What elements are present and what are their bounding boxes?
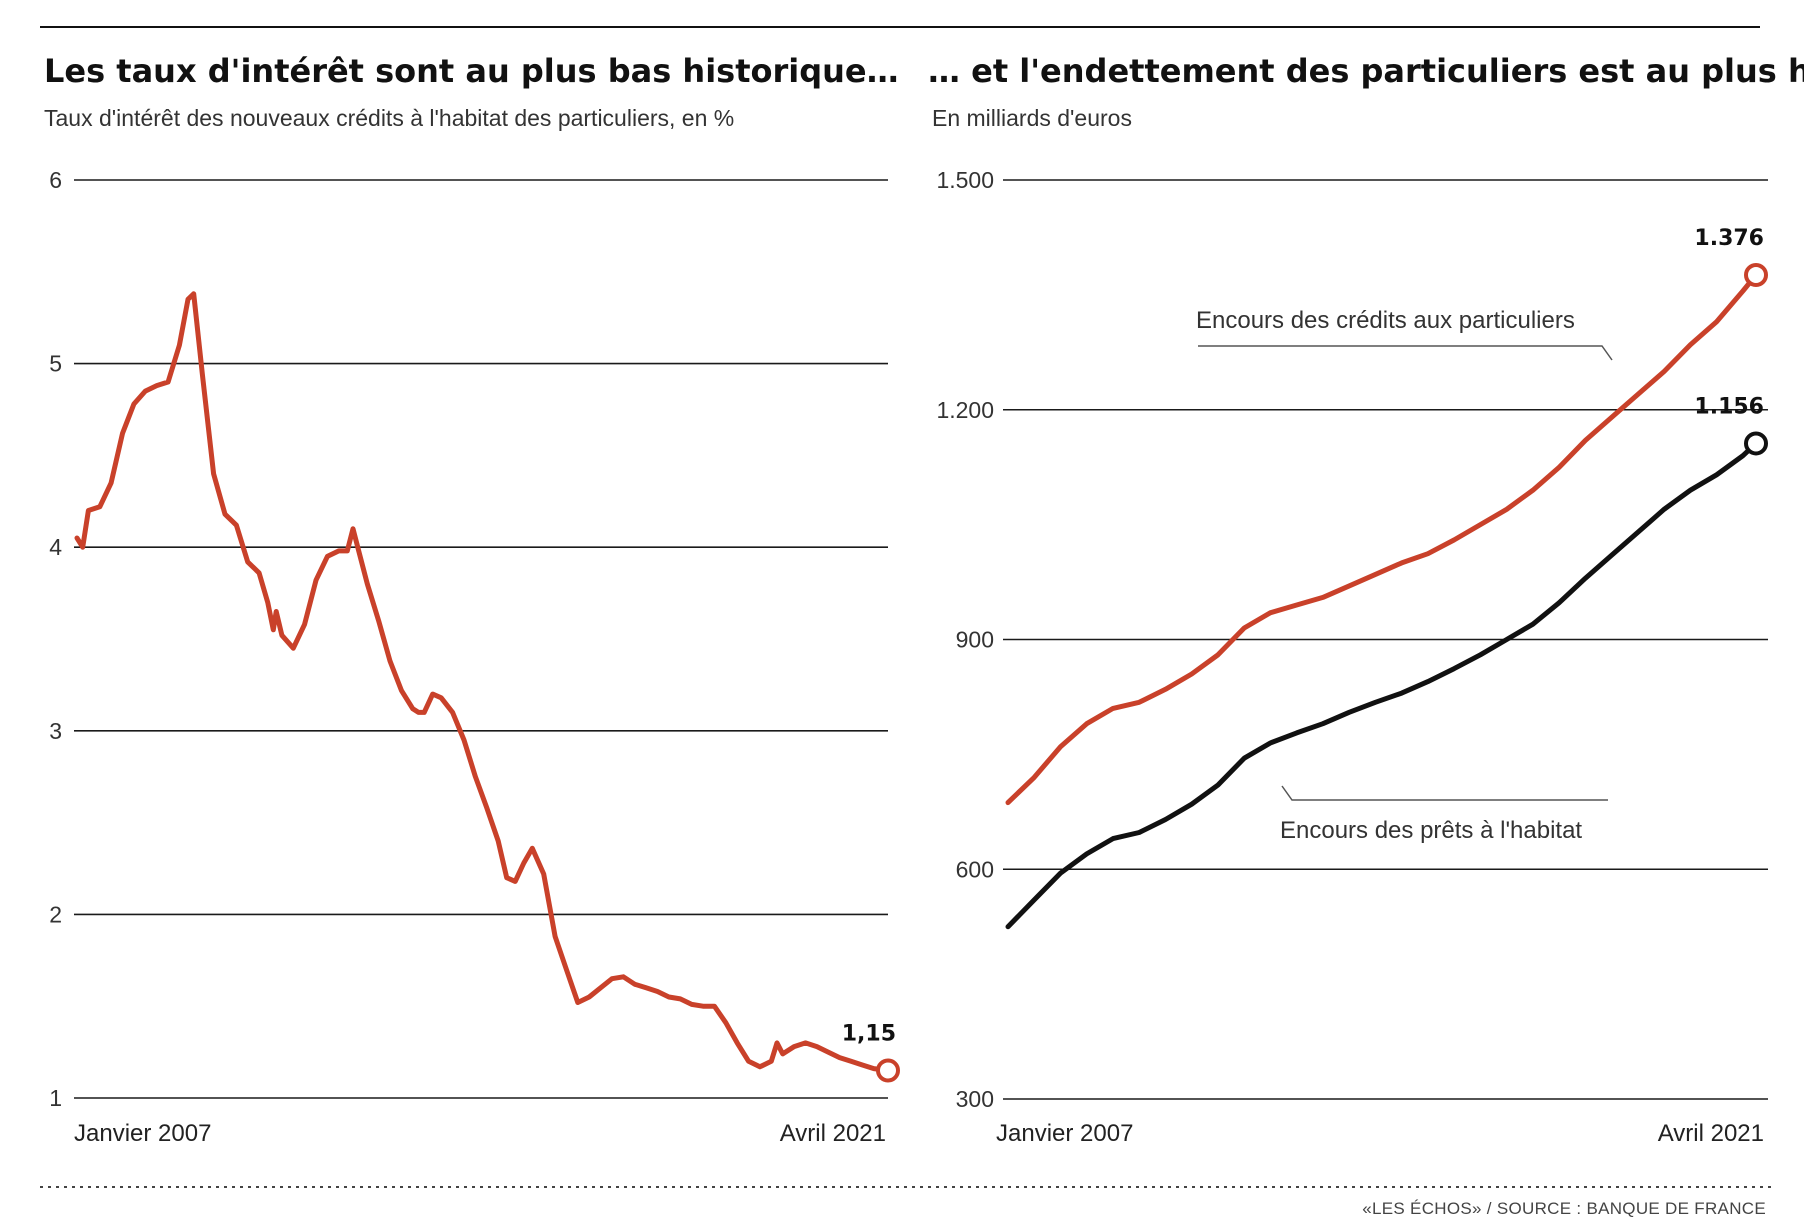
y-tick-label: 2 bbox=[49, 901, 62, 927]
y-gridlines bbox=[74, 179, 888, 1099]
series-end-marker bbox=[876, 1058, 900, 1083]
x-label-end: Avril 2021 bbox=[780, 1120, 886, 1147]
annotation-leader-credits bbox=[1198, 345, 1613, 361]
chart-subtitle: Taux d'intérêt des nouveaux crédits à l'… bbox=[44, 105, 734, 131]
y-tick-labels: 6 5 4 3 2 1 bbox=[49, 167, 62, 1111]
source-credit: «LES ÉCHOS» / SOURCE : BANQUE DE FRANCE bbox=[1362, 1199, 1766, 1218]
y-tick-label: 4 bbox=[49, 534, 62, 560]
series-line-interest-rate bbox=[74, 291, 891, 1073]
chart-household-debt: … et l'endettement des particuliers est … bbox=[928, 52, 1804, 1147]
series-end-label: 1,15 bbox=[842, 1021, 896, 1046]
series-end-label-mortgages: 1.156 bbox=[1694, 394, 1764, 419]
y-tick-label: 1.500 bbox=[936, 167, 994, 193]
annotation-mortgages: Encours des prêts à l'habitat bbox=[1280, 817, 1582, 844]
y-tick-label: 1.200 bbox=[936, 397, 994, 423]
x-label-end: Avril 2021 bbox=[1658, 1120, 1764, 1147]
x-label-start: Janvier 2007 bbox=[74, 1120, 211, 1147]
annotation-leader-mortgages bbox=[1281, 785, 1608, 801]
chart-subtitle: En milliards d'euros bbox=[932, 105, 1132, 131]
y-tick-label: 1 bbox=[49, 1085, 62, 1111]
series-line-credits bbox=[1005, 272, 1759, 806]
series-end-marker-credits bbox=[1744, 262, 1768, 287]
y-tick-label: 600 bbox=[956, 856, 994, 882]
chart-interest-rates: Les taux d'intérêt sont au plus bas hist… bbox=[44, 52, 900, 1147]
y-tick-label: 3 bbox=[49, 718, 62, 744]
chart-title: Les taux d'intérêt sont au plus bas hist… bbox=[44, 52, 899, 90]
y-tick-labels: 1.500 1.200 900 600 300 bbox=[936, 167, 994, 1112]
y-tick-label: 900 bbox=[956, 627, 994, 653]
annotation-credits: Encours des crédits aux particuliers bbox=[1196, 307, 1575, 334]
y-gridlines bbox=[1003, 179, 1768, 1100]
y-tick-label: 5 bbox=[49, 351, 62, 377]
y-tick-label: 6 bbox=[49, 167, 62, 193]
series-line-mortgages bbox=[1005, 440, 1759, 930]
series-end-label-credits: 1.376 bbox=[1694, 226, 1764, 251]
chart-title: … et l'endettement des particuliers est … bbox=[928, 52, 1804, 90]
y-tick-label: 300 bbox=[956, 1086, 994, 1112]
x-label-start: Janvier 2007 bbox=[996, 1120, 1133, 1147]
series-end-marker-mortgages bbox=[1744, 431, 1768, 456]
